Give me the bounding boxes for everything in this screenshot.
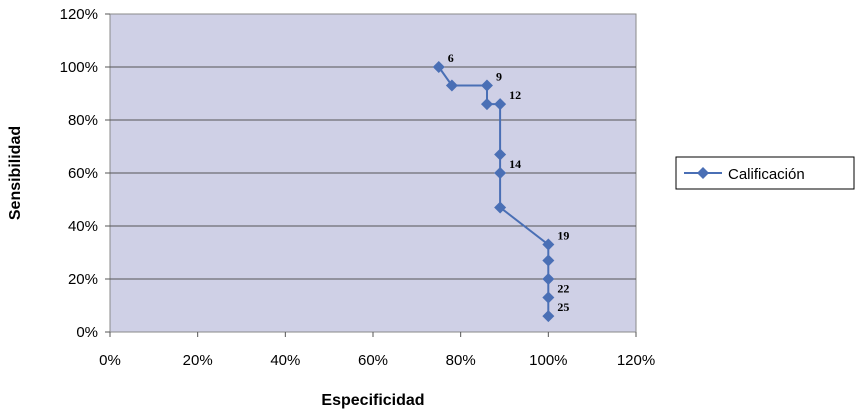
data-point (494, 167, 507, 179)
data-point-label: 14 (509, 157, 521, 171)
y-tick-label: 120% (60, 6, 98, 23)
x-tick-label: 0% (99, 352, 121, 369)
legend: Calificación (675, 156, 855, 190)
y-tick-label: 60% (68, 165, 98, 182)
data-point (542, 291, 555, 304)
y-tick-label: 20% (68, 271, 98, 288)
data-point (494, 148, 507, 161)
data-point-label: 19 (557, 229, 569, 243)
legend-label: Calificación (728, 166, 805, 183)
y-tick-label: 100% (60, 59, 98, 76)
data-point-label: 22 (557, 282, 569, 296)
data-point (445, 79, 458, 92)
data-point (480, 79, 493, 92)
x-axis-title: Especificidad (321, 392, 424, 409)
data-point (542, 273, 555, 285)
data-point (494, 98, 507, 111)
x-tick-label: 20% (183, 352, 213, 369)
data-point (480, 98, 493, 111)
y-tick-label: 0% (76, 324, 98, 341)
x-axis-ticks: 0% 20% 40% 60% 80% 100% 120% (99, 332, 655, 369)
data-point-label: 12 (509, 88, 521, 102)
x-tick-label: 60% (358, 352, 388, 369)
data-point-label: 25 (557, 300, 569, 314)
x-tick-label: 80% (446, 352, 476, 369)
data-point (542, 238, 555, 251)
x-tick-label: 100% (529, 352, 567, 369)
data-point-label: 6 (448, 51, 454, 65)
y-tick-label: 40% (68, 218, 98, 235)
legend-marker (697, 167, 709, 179)
x-tick-label: 120% (617, 352, 655, 369)
data-point (432, 61, 445, 73)
data-point (542, 310, 555, 323)
data-point (494, 201, 507, 214)
data-point (542, 254, 555, 267)
point-labels: 6 9 12 14 19 22 25 (448, 51, 570, 314)
x-tick-label: 40% (270, 352, 300, 369)
y-axis-title: Sensibilidad (7, 126, 24, 220)
y-axis-ticks: 0% 20% 40% 60% 80% 100% 120% (60, 6, 110, 341)
data-point-label: 9 (496, 70, 502, 84)
y-tick-label: 80% (68, 112, 98, 129)
series-calificacion (432, 61, 555, 323)
